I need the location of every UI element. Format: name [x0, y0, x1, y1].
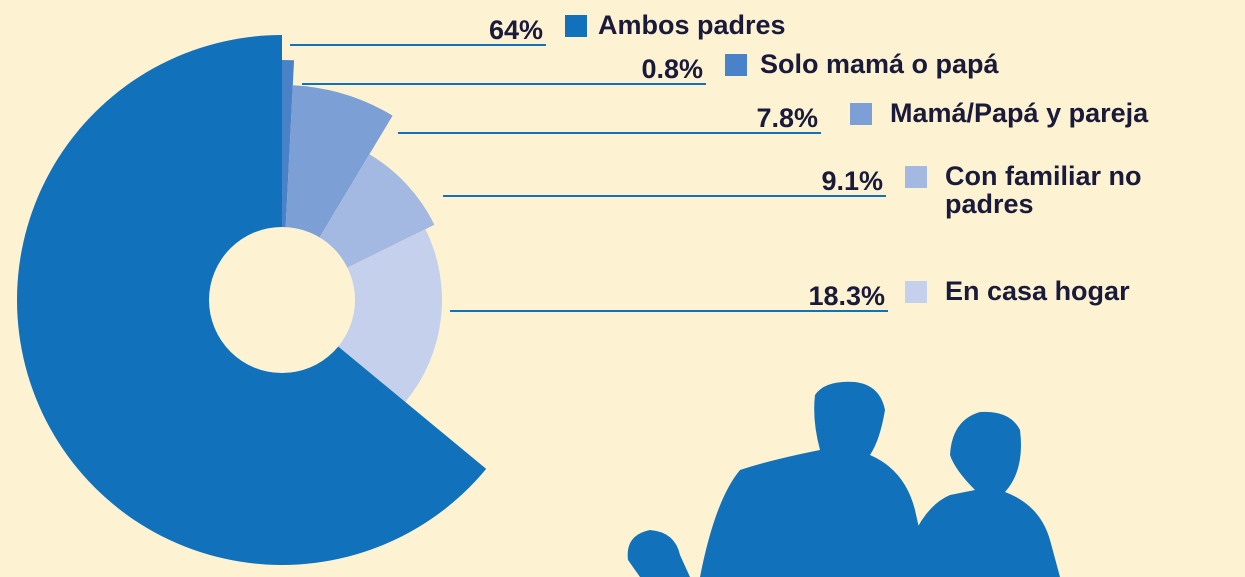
value-label: 18.3% — [808, 281, 885, 311]
donut-hole — [209, 227, 355, 373]
legend-swatch — [905, 281, 927, 303]
legend-swatch — [850, 103, 872, 125]
legend-label: Ambos padres — [598, 11, 918, 39]
value-label: 0.8% — [641, 54, 703, 84]
value-label: 64% — [489, 15, 543, 45]
page: 64% 0.8% 7.8% 9.1% 18.3% Ambos padres Solo ma… — [0, 0, 1245, 577]
pie — [17, 35, 486, 565]
legend-label: Mamá/Papá y pareja — [890, 99, 1245, 127]
silhouettes — [628, 382, 1060, 577]
legend-label: Con familiar no padres — [945, 162, 1165, 218]
legend-label: En casa hogar — [945, 277, 1245, 305]
value-label: 9.1% — [821, 166, 883, 196]
legend-swatch — [905, 166, 927, 188]
legend-swatch — [725, 54, 747, 76]
legend-label: Solo mamá o papá — [760, 50, 1160, 78]
legend-swatch — [565, 15, 587, 37]
value-label: 7.8% — [756, 103, 818, 133]
